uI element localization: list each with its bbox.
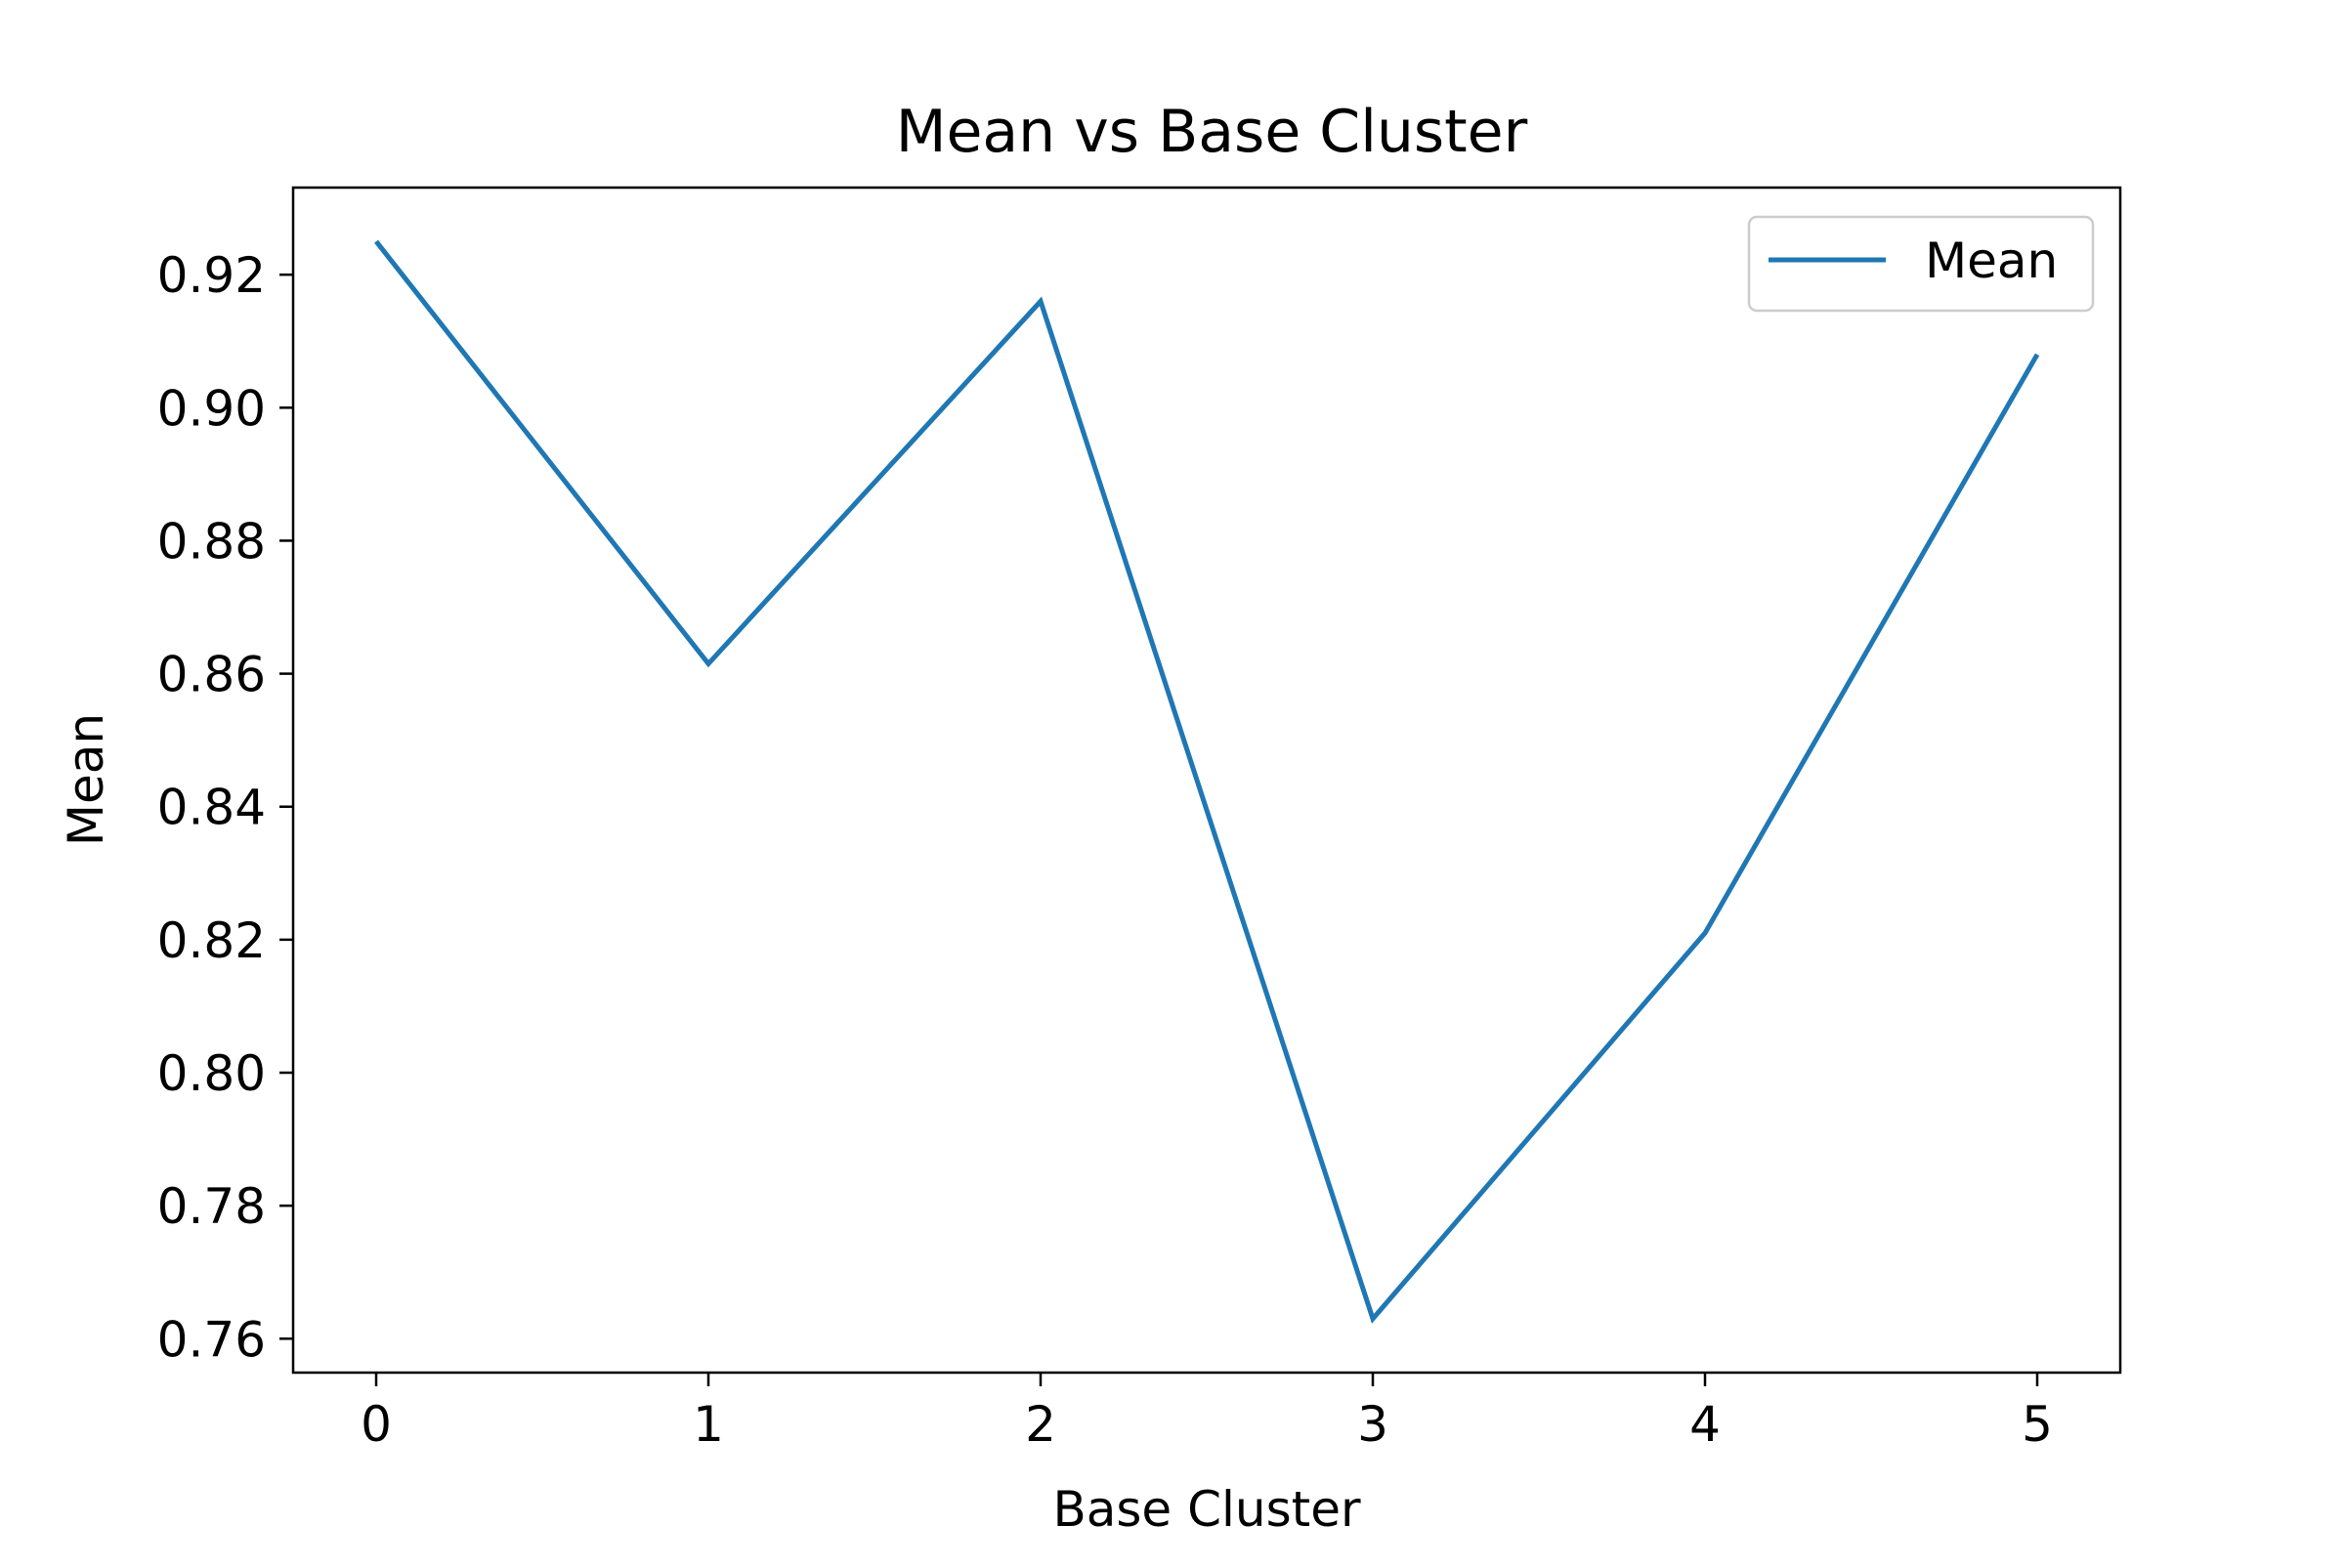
x-axis-label: Base Cluster: [1052, 1481, 1361, 1538]
chart-title: Mean vs Base Cluster: [896, 98, 1528, 166]
y-axis: 0.76 0.78 0.80 0.82 0.84 0.86 0.88 0.90 0.92: [157, 247, 293, 1368]
x-tick-label: 5: [2022, 1396, 2053, 1453]
x-tick-label: 0: [361, 1396, 392, 1453]
y-tick-label: 0.76: [157, 1311, 266, 1368]
y-tick-label: 0.90: [157, 380, 266, 437]
y-tick-label: 0.82: [157, 912, 266, 969]
x-tick-label: 2: [1025, 1396, 1056, 1453]
series-group: [374, 239, 2040, 1324]
x-tick-label: 3: [1357, 1396, 1388, 1453]
y-tick-label: 0.86: [157, 647, 266, 703]
y-tick-label: 0.80: [157, 1045, 266, 1102]
y-tick-label: 0.88: [157, 513, 266, 570]
x-axis: 0 1 2 3 4 5: [361, 1373, 2053, 1453]
y-tick-label: 0.92: [157, 247, 266, 304]
legend-label: Mean: [1925, 233, 2058, 289]
y-axis-label: Mean: [58, 713, 114, 846]
series-line-mean: [374, 239, 2040, 1324]
x-tick-label: 1: [693, 1396, 724, 1453]
y-tick-label: 0.78: [157, 1178, 266, 1235]
y-tick-label: 0.84: [157, 780, 266, 836]
legend: Mean: [1747, 215, 2095, 313]
x-tick-label: 4: [1689, 1396, 1721, 1453]
legend-box: [1747, 215, 2095, 313]
plot-frame: [291, 186, 2122, 1375]
